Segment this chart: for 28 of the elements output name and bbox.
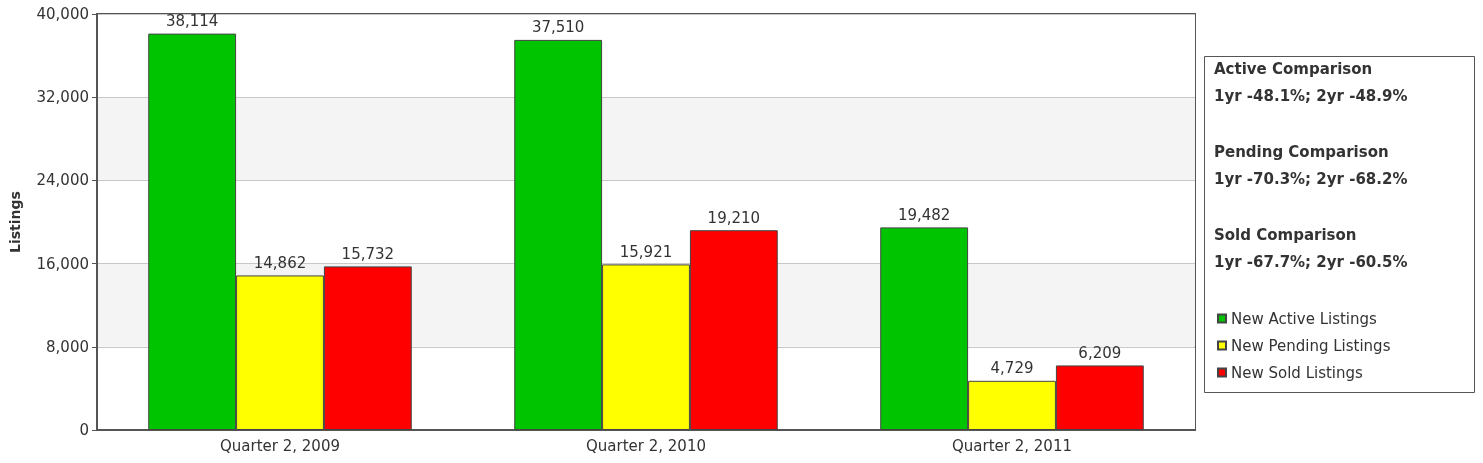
data-label: 14,862 bbox=[253, 253, 307, 272]
data-label: 19,482 bbox=[897, 205, 951, 224]
text: Active Comparison bbox=[1214, 59, 1373, 78]
data-label: 19,210 bbox=[707, 208, 761, 227]
y-tick-label: 24,000 bbox=[36, 171, 89, 190]
y-tick-label: 16,000 bbox=[36, 254, 89, 273]
y-tick-label: 0 bbox=[79, 421, 89, 439]
y-tick-label: 40,000 bbox=[36, 5, 89, 23]
x-tick-label: Quarter 2, 2010 bbox=[586, 436, 706, 455]
data-label: 37,510 bbox=[531, 18, 585, 37]
x-tick-label: Quarter 2, 2011 bbox=[952, 436, 1072, 455]
data-label: 38,114 bbox=[165, 12, 219, 31]
text: 1yr -70.3%; 2yr -68.2% bbox=[1214, 169, 1408, 188]
text: Sold Comparison bbox=[1214, 225, 1357, 244]
y-axis-title: Listings bbox=[7, 191, 23, 253]
y-tick-label: 8,000 bbox=[46, 337, 89, 356]
text: Pending Comparison bbox=[1214, 142, 1389, 161]
data-label: 15,921 bbox=[619, 242, 673, 261]
x-tick-label: Quarter 2, 2009 bbox=[220, 436, 340, 455]
text: 1yr -48.1%; 2yr -48.9% bbox=[1214, 86, 1408, 105]
text: 1yr -67.7%; 2yr -60.5% bbox=[1214, 252, 1408, 271]
legend-label: New Sold Listings bbox=[1231, 363, 1364, 382]
y-tick-label: 32,000 bbox=[36, 88, 89, 107]
legend-label: New Pending Listings bbox=[1231, 336, 1391, 355]
data-label: 15,732 bbox=[341, 244, 395, 263]
legend-label: New Active Listings bbox=[1231, 309, 1378, 328]
data-label: 4,729 bbox=[990, 359, 1034, 378]
data-label: 6,209 bbox=[1078, 343, 1122, 362]
